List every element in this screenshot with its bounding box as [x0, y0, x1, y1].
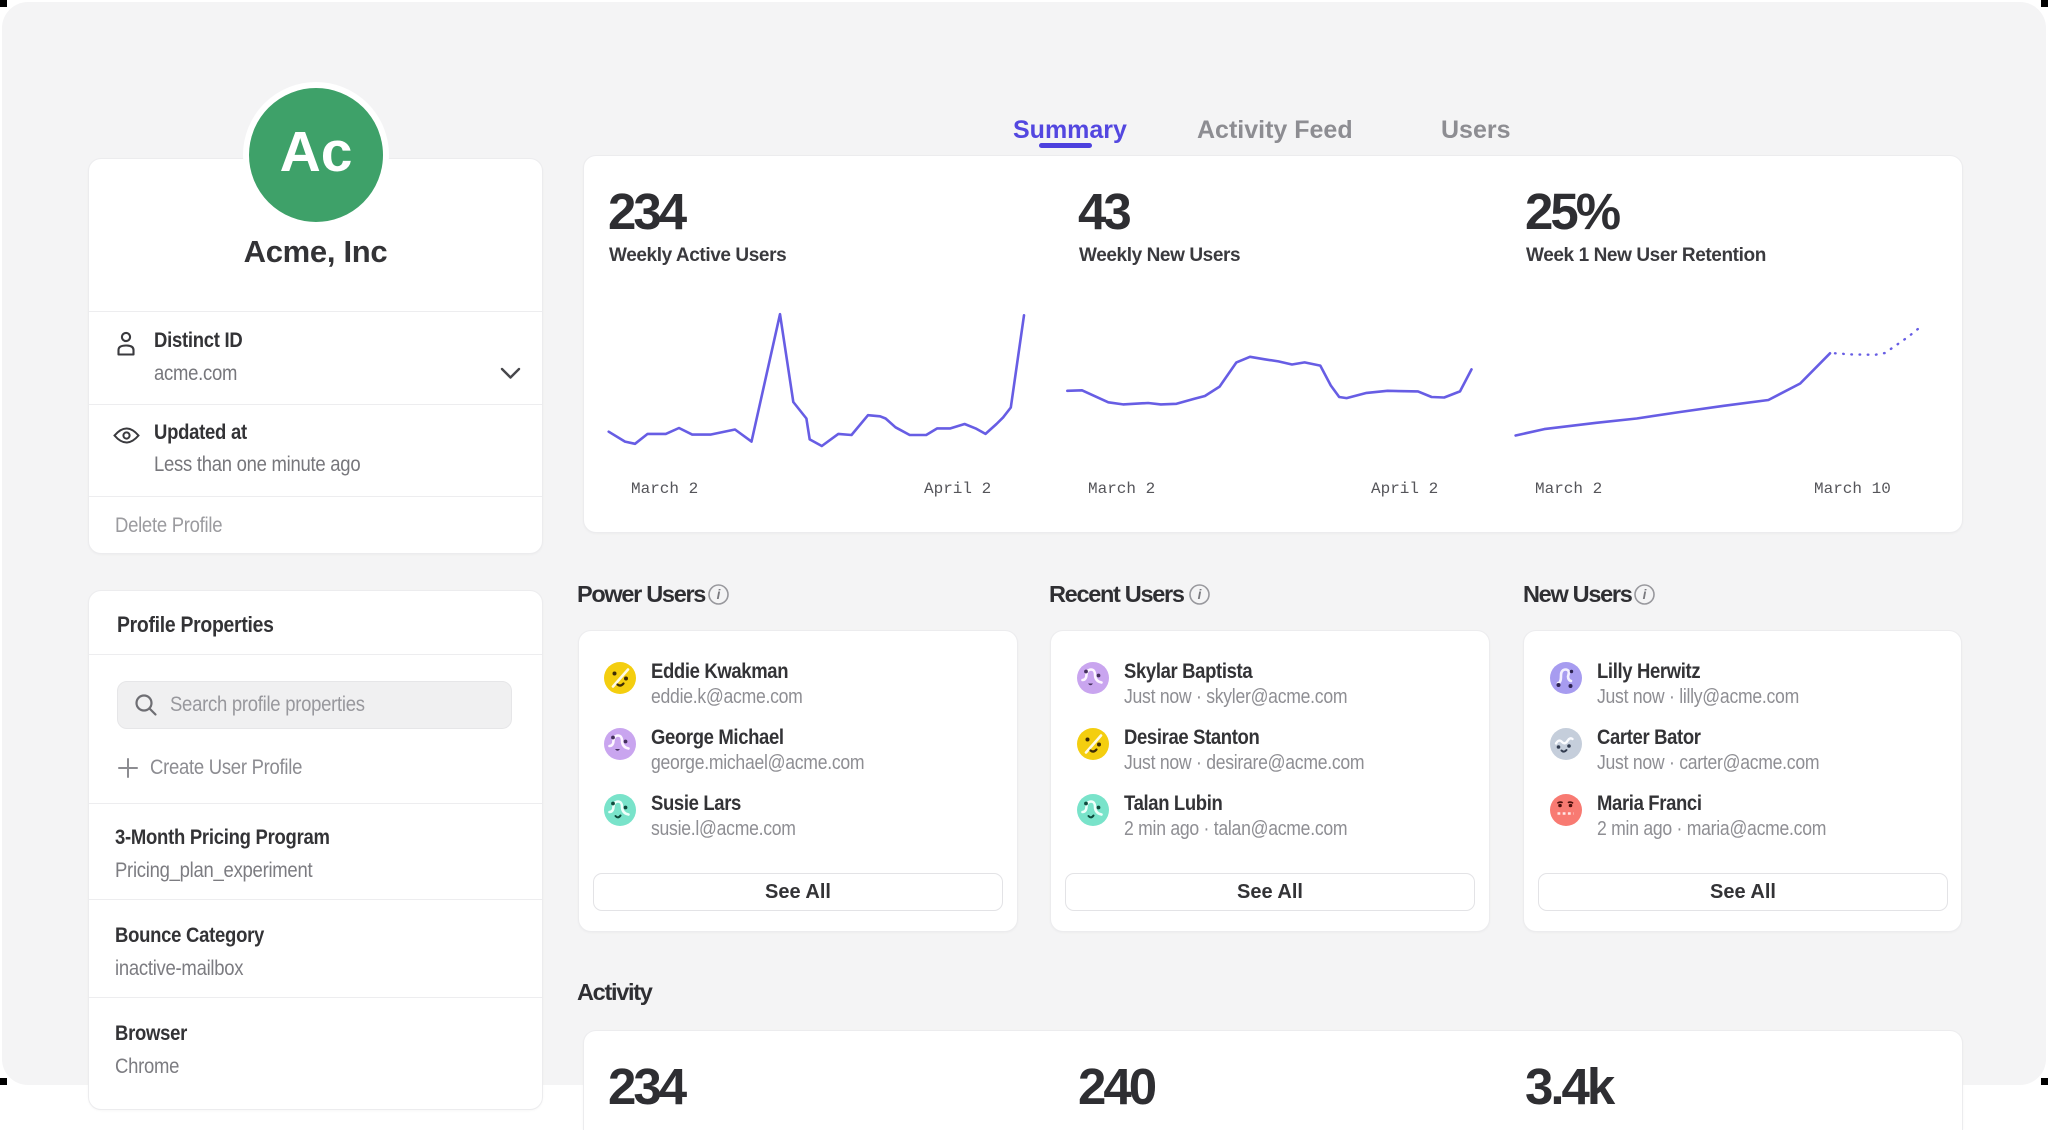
svg-text:i: i [1643, 587, 1647, 602]
svg-text:i: i [1198, 587, 1202, 602]
svg-text:i: i [717, 587, 721, 602]
